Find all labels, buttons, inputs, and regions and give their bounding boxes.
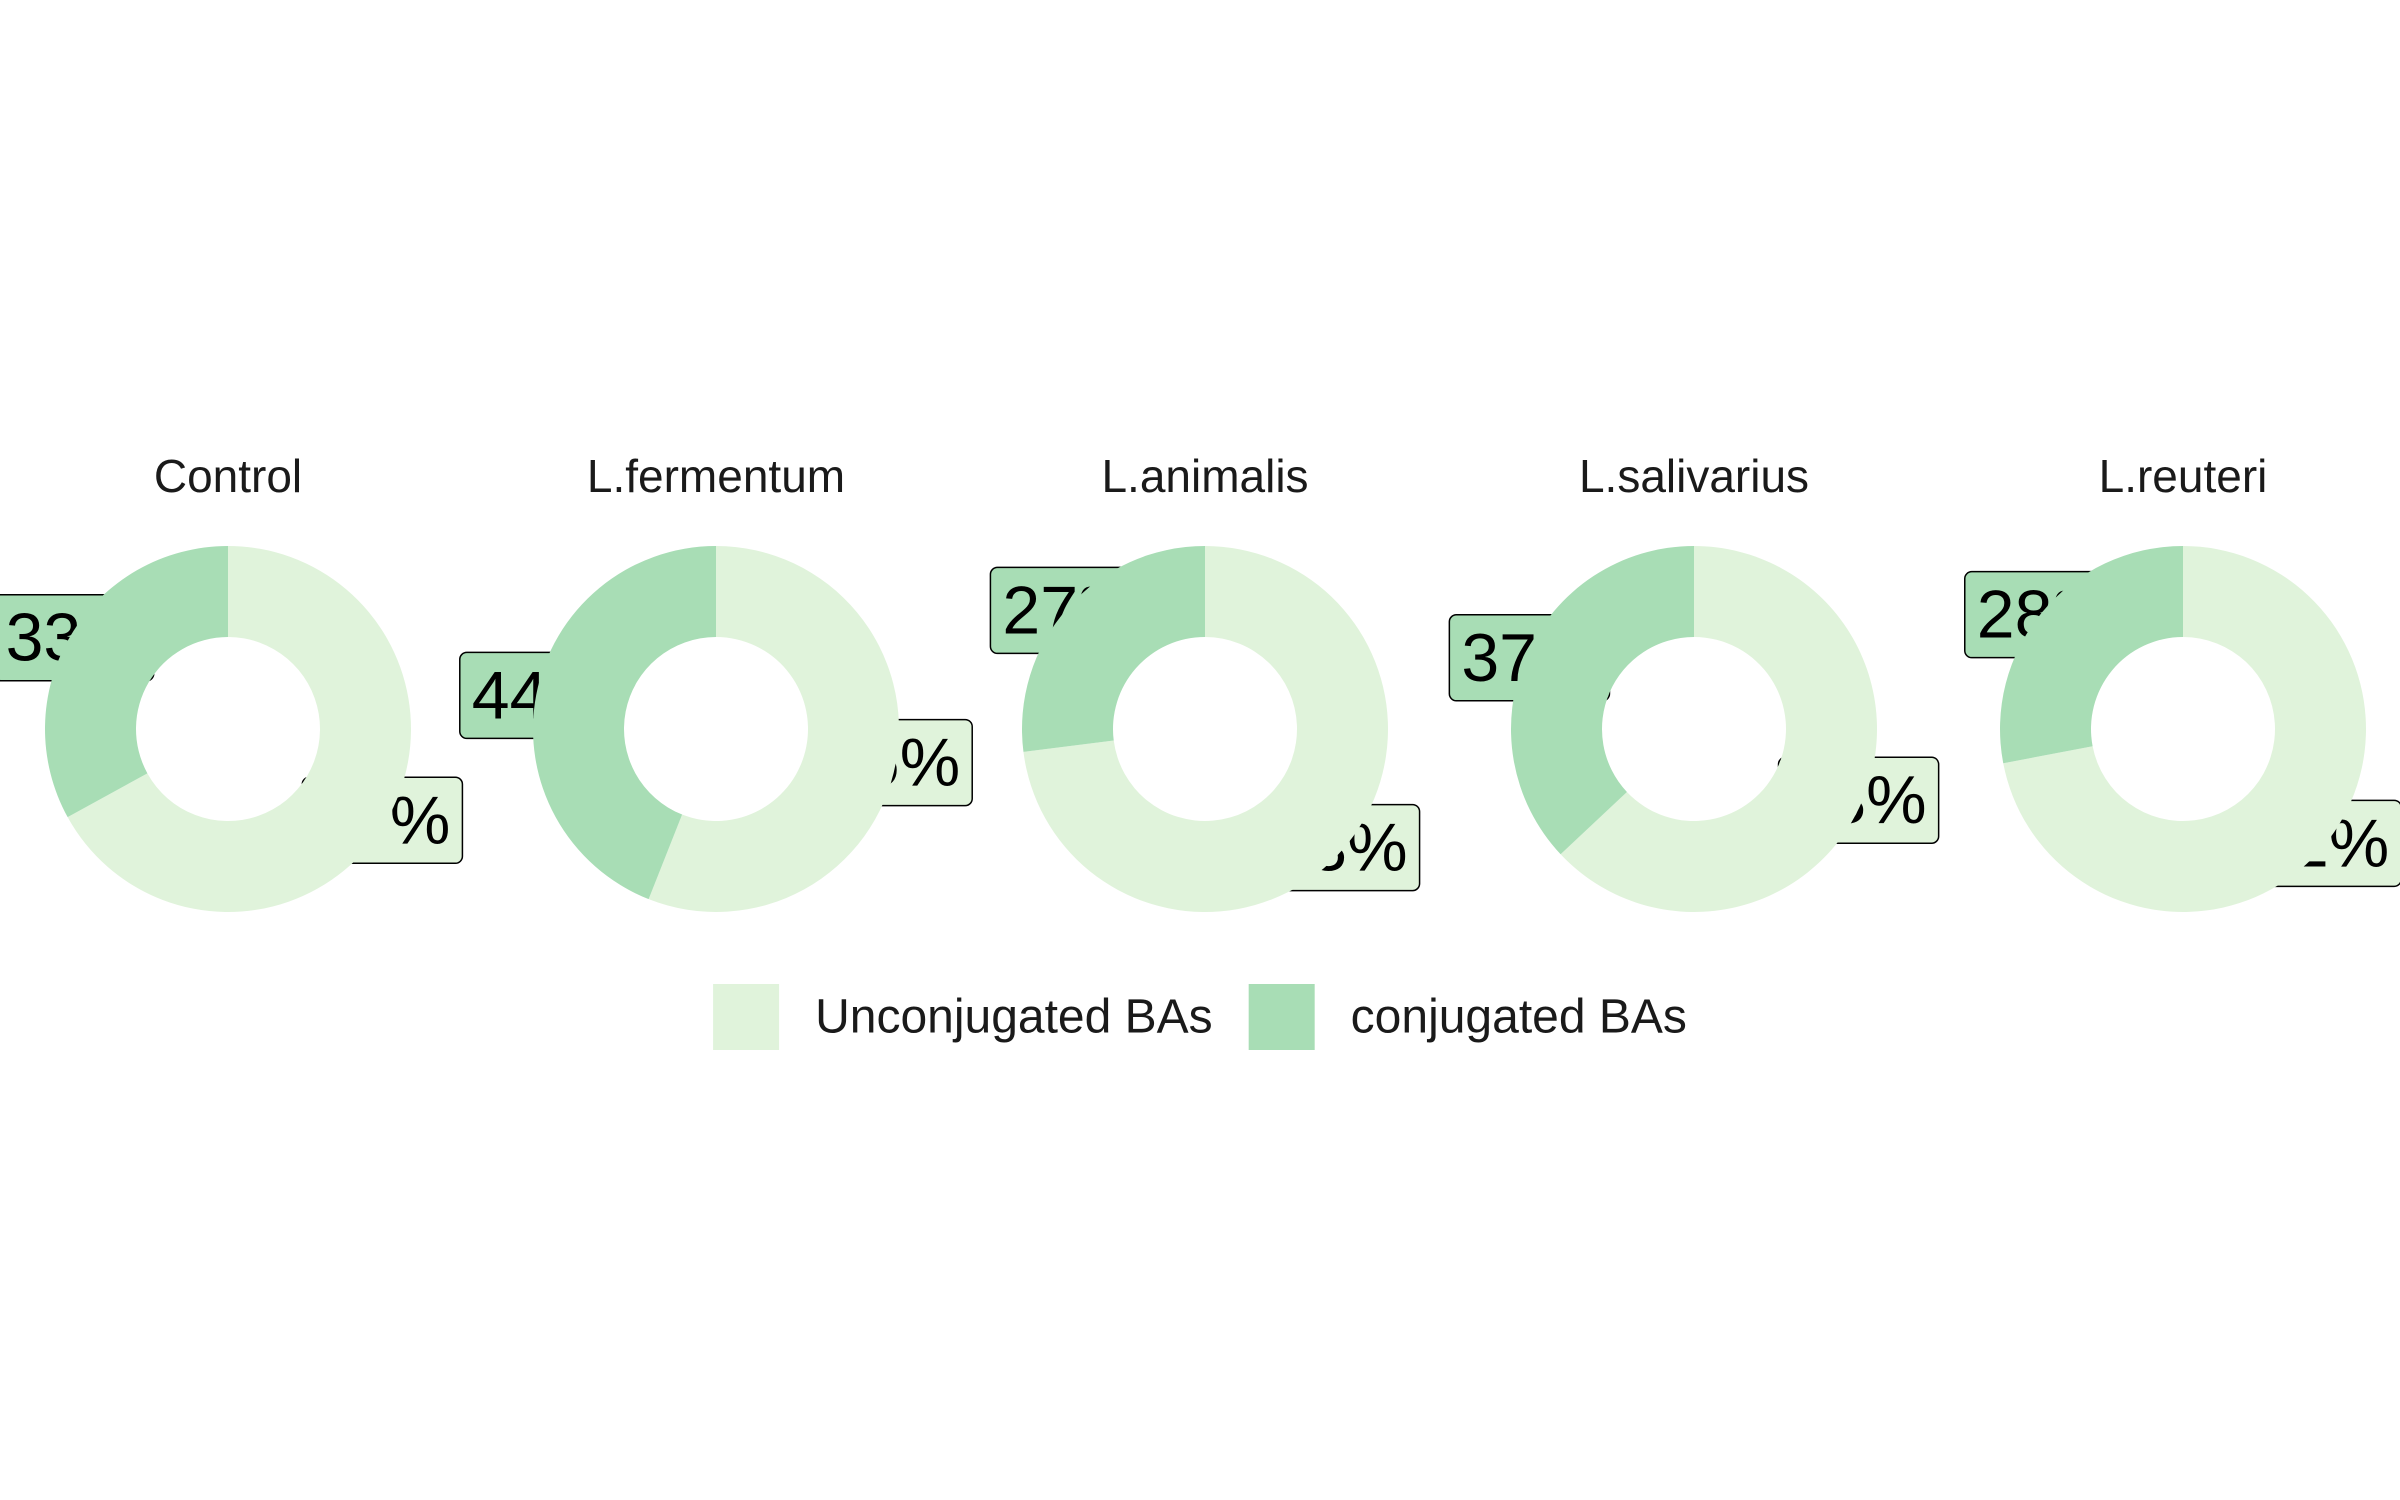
slice-l-fermentum-unconjugated-bas: [648, 546, 899, 912]
panel-l-reuteri: L.reuteri72%28%: [1964, 450, 2400, 913]
legend-label-unconjugated-bas: Unconjugated BAs: [815, 991, 1213, 1044]
panel-l-animalis: L.animalis73%27%: [989, 450, 1421, 913]
legend-key-unconjugated-bas: [713, 984, 780, 1050]
slice-l-salivarius-unconjugated-bas: [1560, 546, 1877, 913]
panel-title-l-fermentum: L.fermentum: [587, 450, 845, 502]
legend-item-conjugated-bas: conjugated BAs: [1248, 984, 1687, 1050]
legend-label-conjugated-bas: conjugated BAs: [1351, 991, 1687, 1044]
slice-l-animalis-unconjugated-bas: [1023, 546, 1388, 913]
slice-control-conjugated-bas: [45, 546, 229, 818]
slice-l-animalis-conjugated-bas: [1022, 546, 1205, 752]
legend: Unconjugated BAs conjugated BAs: [713, 984, 1687, 1050]
slice-l-reuteri-conjugated-bas: [2000, 546, 2183, 764]
panel-title-control: Control: [154, 450, 302, 502]
panel-title-l-salivarius: L.salivarius: [1579, 450, 1809, 502]
chart-panels: Control67%33%L.fermentum56%44%L.animalis…: [0, 450, 2400, 913]
slice-l-salivarius-conjugated-bas: [1511, 546, 1694, 855]
panel-l-salivarius: L.salivarius63%37%: [1448, 450, 1940, 913]
panel-l-fermentum: L.fermentum56%44%: [459, 450, 973, 912]
slice-l-fermentum-conjugated-bas: [532, 546, 716, 900]
slice-l-reuteri-unconjugated-bas: [2003, 546, 2367, 913]
panel-title-l-animalis: L.animalis: [1101, 450, 1308, 502]
legend-item-unconjugated-bas: Unconjugated BAs: [713, 984, 1213, 1050]
panel-control: Control67%33%: [0, 450, 464, 913]
slice-control-unconjugated-bas: [67, 546, 412, 913]
legend-key-conjugated-bas: [1248, 984, 1315, 1050]
panel-title-l-reuteri: L.reuteri: [2099, 450, 2268, 502]
